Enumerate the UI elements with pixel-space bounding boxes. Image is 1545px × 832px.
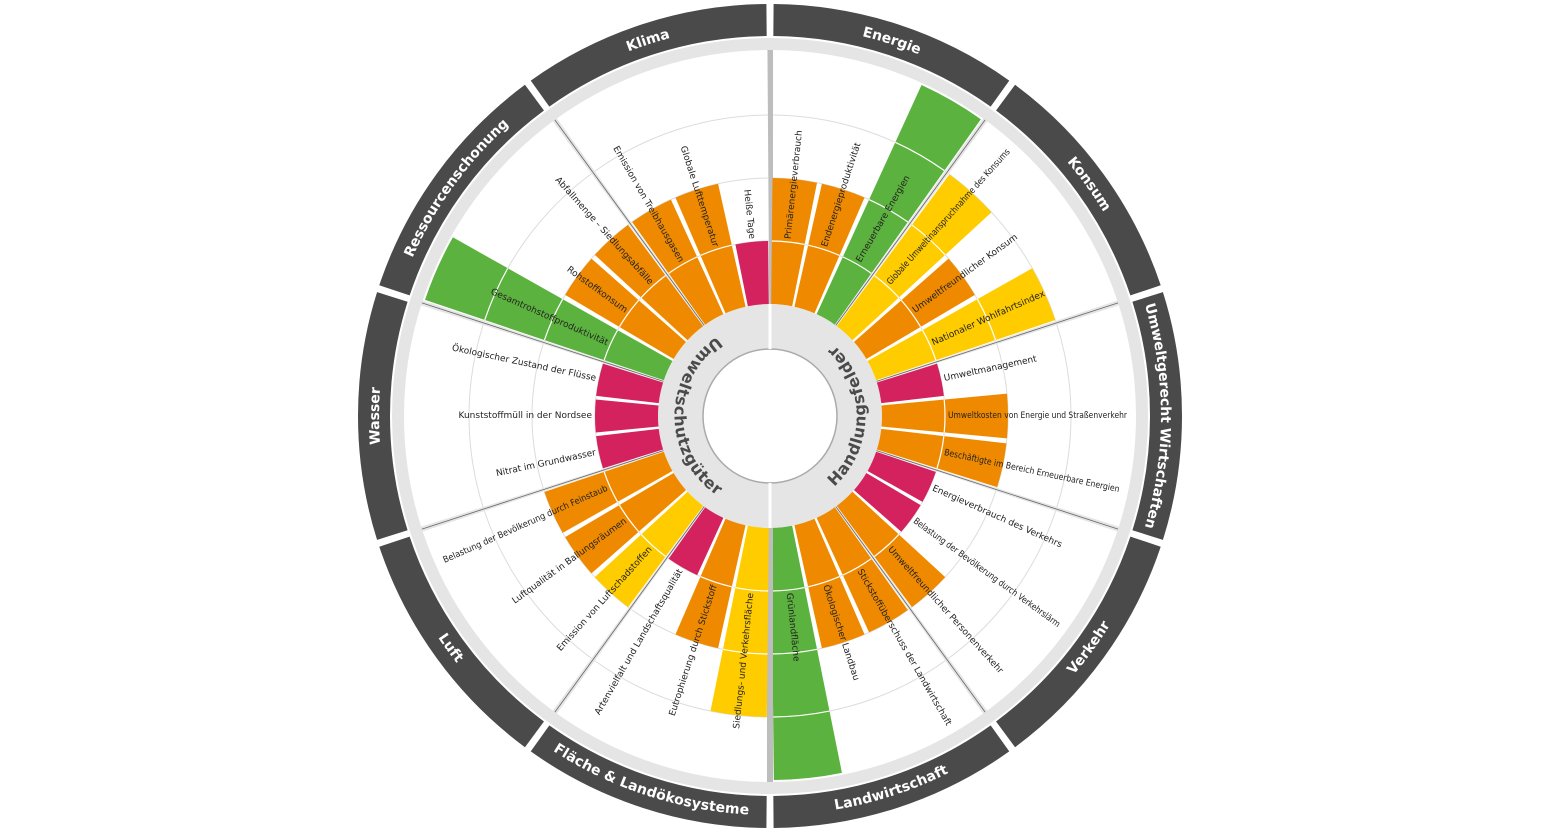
bar-ring-line — [808, 244, 840, 256]
sector-band — [530, 4, 767, 107]
bar — [544, 451, 673, 533]
bar — [854, 258, 975, 359]
sector-divider — [835, 506, 986, 713]
bar — [710, 525, 769, 717]
bar — [596, 363, 664, 404]
bar — [595, 399, 659, 433]
sector-divider — [876, 450, 1119, 530]
bar-ring-line — [700, 576, 732, 588]
bar-ring-line — [640, 275, 667, 298]
sector-band — [773, 725, 1010, 828]
bar-ring-line — [640, 534, 667, 557]
bar-ring-line — [773, 710, 830, 718]
bar-ring-line — [900, 299, 922, 328]
bar — [836, 491, 946, 608]
sector-band — [379, 536, 544, 748]
bar-ring-line — [603, 471, 619, 503]
sector-divider — [554, 119, 705, 326]
bar — [735, 241, 769, 307]
bar-ring-line — [976, 298, 997, 341]
bar-ring-line — [543, 298, 564, 341]
bar — [794, 518, 865, 649]
sector-divider — [421, 302, 664, 382]
grid-ring — [1056, 324, 1072, 508]
bar-ring-line — [722, 648, 768, 655]
bar — [836, 174, 992, 341]
bar-ring-line — [668, 256, 698, 274]
bar-ring-line — [868, 199, 909, 223]
grid-ring — [531, 343, 544, 489]
bar — [594, 491, 704, 608]
grid-ring — [483, 510, 592, 659]
bar-ring-line — [700, 244, 732, 256]
bar-ring-line — [618, 504, 640, 533]
bar-ring-line — [808, 576, 840, 588]
sector-band — [773, 4, 1010, 107]
bar — [816, 507, 908, 633]
sector-divider — [421, 450, 664, 530]
sector-divider — [835, 119, 986, 326]
sector-band — [357, 292, 408, 540]
sector-band — [996, 84, 1161, 296]
bar-ring-line — [873, 534, 900, 557]
bar-ring-line — [921, 329, 937, 361]
indicator-label: Umweltkosten von Energie und Straßenverk… — [948, 411, 1127, 421]
bar-ring-line — [618, 299, 640, 328]
bar-ring-line — [603, 329, 619, 361]
sector-divider — [876, 302, 1119, 382]
bar-ring-line — [842, 558, 872, 576]
hub-center — [702, 348, 838, 484]
bar — [794, 183, 865, 314]
sector-divider — [554, 506, 705, 713]
bar-ring-line — [911, 224, 946, 256]
bar-ring-line — [895, 141, 945, 172]
sector-area — [403, 305, 664, 527]
sector-band — [996, 536, 1161, 748]
bar-ring-line — [873, 275, 900, 298]
bar — [565, 258, 686, 359]
bar — [854, 473, 921, 532]
bar — [632, 199, 724, 325]
sector-label: Wasser — [367, 387, 384, 446]
bar — [596, 428, 664, 469]
sector-label-path: Wasser — [367, 387, 384, 446]
bar — [867, 268, 1056, 381]
sector-band — [1132, 292, 1182, 540]
bar — [675, 183, 746, 314]
grid-ring — [468, 324, 484, 508]
bar — [565, 473, 686, 574]
grid-ring — [948, 510, 1057, 659]
bar — [668, 507, 724, 576]
bar-ring-line — [842, 256, 872, 274]
sector-band — [379, 84, 544, 296]
bar-ring-line — [484, 267, 509, 321]
bar — [876, 363, 944, 404]
bar — [594, 224, 704, 341]
bar — [867, 451, 936, 502]
bar-ring-line — [936, 436, 945, 469]
grid-ring — [594, 114, 768, 172]
indicator-label: Kunststoffmüll in der Nordsee — [459, 411, 593, 421]
bar — [675, 518, 746, 649]
bar-ring-line — [771, 240, 805, 246]
sector-band — [530, 725, 767, 828]
bar — [876, 428, 1007, 488]
bar-ring-line — [735, 586, 769, 592]
bar-ring-line — [943, 399, 946, 433]
